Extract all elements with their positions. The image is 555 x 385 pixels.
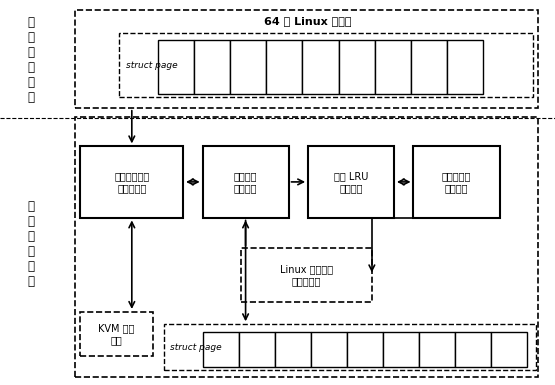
Text: 主
机
用
户
空
间: 主 机 用 户 空 间: [27, 16, 34, 104]
Bar: [241, 248, 372, 302]
Bar: [119, 33, 533, 97]
Bar: [411, 40, 447, 94]
Bar: [447, 40, 483, 94]
Text: Linux 内核页面
回收子系统: Linux 内核页面 回收子系统: [280, 264, 333, 286]
Text: 页面分类的
回收模块: 页面分类的 回收模块: [442, 171, 471, 193]
Text: 虚拟 LRU
链表模块: 虚拟 LRU 链表模块: [334, 171, 368, 193]
Bar: [275, 332, 311, 367]
Text: 客户机页面类
型分析模块: 客户机页面类 型分析模块: [114, 171, 149, 193]
Text: struct page: struct page: [170, 343, 222, 352]
Bar: [80, 146, 183, 218]
Bar: [339, 40, 375, 94]
Bar: [347, 332, 383, 367]
Bar: [164, 324, 536, 370]
Bar: [383, 332, 419, 367]
Bar: [455, 332, 491, 367]
Bar: [158, 40, 194, 94]
Bar: [308, 146, 394, 218]
Bar: [203, 146, 289, 218]
Text: 64 位 Linux 客户机: 64 位 Linux 客户机: [264, 16, 352, 26]
Bar: [75, 117, 538, 377]
Bar: [203, 332, 239, 367]
Text: struct page: struct page: [126, 61, 178, 70]
Bar: [266, 40, 302, 94]
Text: 主
机
内
核
空
间: 主 机 内 核 空 间: [27, 201, 34, 288]
Bar: [413, 146, 500, 218]
Bar: [375, 40, 411, 94]
Bar: [491, 332, 527, 367]
Bar: [419, 332, 455, 367]
Text: 主机页面
扫描模块: 主机页面 扫描模块: [234, 171, 258, 193]
Text: KVM 内核
模块: KVM 内核 模块: [98, 323, 135, 345]
Bar: [75, 10, 538, 108]
Bar: [230, 40, 266, 94]
Bar: [80, 312, 153, 356]
Bar: [311, 332, 347, 367]
Bar: [194, 40, 230, 94]
Bar: [302, 40, 339, 94]
Bar: [239, 332, 275, 367]
